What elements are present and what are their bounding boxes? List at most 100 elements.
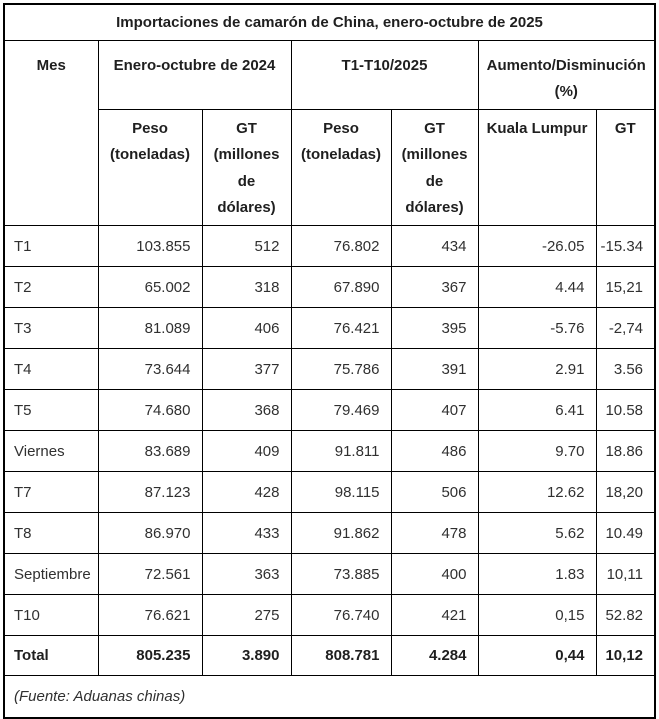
row-value: 76.421	[290, 307, 392, 349]
table-row: T10 76.621 275 76.740 421 0,15 52.82	[3, 594, 656, 636]
row-value: 103.855	[97, 225, 203, 267]
col-header-peso-2025: Peso (toneladas)	[290, 109, 392, 226]
row-label: T3	[3, 307, 99, 349]
row-value: 368	[201, 389, 292, 431]
col-group-2024: Enero-octubre de 2024	[97, 39, 292, 110]
row-value: 486	[390, 430, 479, 472]
table-row: T5 74.680 368 79.469 407 6.41 10.58	[3, 389, 656, 431]
row-value: 12.62	[477, 471, 597, 513]
total-value: 10,12	[595, 635, 656, 676]
row-label: Viernes	[3, 430, 99, 472]
row-value: 2.91	[477, 348, 597, 390]
row-value: 6.41	[477, 389, 597, 431]
total-value: 4.284	[390, 635, 479, 676]
row-value: 0,15	[477, 594, 597, 636]
total-value: 808.781	[290, 635, 392, 676]
row-label: T7	[3, 471, 99, 513]
row-value: 318	[201, 266, 292, 308]
row-value: 1.83	[477, 553, 597, 595]
row-value: 83.689	[97, 430, 203, 472]
table-row: T7 87.123 428 98.115 506 12.62 18,20	[3, 471, 656, 513]
total-row: Total 805.235 3.890 808.781 4.284 0,44 1…	[3, 635, 656, 676]
header-sub-row: Peso (toneladas) GT (millones de dólares…	[4, 109, 656, 226]
source-note: (Fuente: Aduanas chinas)	[3, 675, 656, 718]
row-value: 87.123	[97, 471, 203, 513]
row-value: 367	[390, 266, 479, 308]
source-row: (Fuente: Aduanas chinas)	[3, 675, 656, 718]
row-value: 65.002	[97, 266, 203, 308]
row-value: 98.115	[290, 471, 392, 513]
row-value: 10.58	[595, 389, 656, 431]
row-value: 478	[390, 512, 479, 554]
row-label: T8	[3, 512, 99, 554]
row-value: 506	[390, 471, 479, 513]
title-row: Importaciones de camarón de China, enero…	[3, 3, 656, 41]
row-value: -26.05	[477, 225, 597, 267]
row-value: 67.890	[290, 266, 392, 308]
row-value: 377	[201, 348, 292, 390]
row-value: 86.970	[97, 512, 203, 554]
table-row: T3 81.089 406 76.421 395 -5.76 -2,74	[3, 307, 656, 349]
col-header-kuala-lumpur: Kuala Lumpur	[477, 109, 597, 226]
table-title: Importaciones de camarón de China, enero…	[3, 3, 656, 41]
table-row: T4 73.644 377 75.786 391 2.91 3.56	[3, 348, 656, 390]
row-value: 18,20	[595, 471, 656, 513]
row-value: 10.49	[595, 512, 656, 554]
header-group-row: Mes Enero-octubre de 2024 T1-T10/2025 Au…	[3, 39, 656, 226]
row-value: 428	[201, 471, 292, 513]
table-row: Septiembre 72.561 363 73.885 400 1.83 10…	[3, 553, 656, 595]
row-value: 391	[390, 348, 479, 390]
row-value: 434	[390, 225, 479, 267]
row-value: 73.644	[97, 348, 203, 390]
row-value: 3.56	[595, 348, 656, 390]
row-value: 407	[390, 389, 479, 431]
total-label: Total	[3, 635, 99, 676]
row-value: 52.82	[595, 594, 656, 636]
row-value: 363	[201, 553, 292, 595]
row-value: 400	[390, 553, 479, 595]
row-label: Septiembre	[3, 553, 99, 595]
row-value: 421	[390, 594, 479, 636]
row-value: 5.62	[477, 512, 597, 554]
row-value: 275	[201, 594, 292, 636]
row-value: 15,21	[595, 266, 656, 308]
table-body: T1 103.855 512 76.802 434 -26.05 -15.34 …	[3, 225, 656, 636]
row-value: 91.862	[290, 512, 392, 554]
row-value: -5.76	[477, 307, 597, 349]
row-label: T2	[3, 266, 99, 308]
row-value: 4.44	[477, 266, 597, 308]
table-row: T2 65.002 318 67.890 367 4.44 15,21	[3, 266, 656, 308]
row-value: 75.786	[290, 348, 392, 390]
row-value: 91.811	[290, 430, 392, 472]
row-label: T10	[3, 594, 99, 636]
col-header-peso-2024: Peso (toneladas)	[97, 109, 203, 226]
row-value: 74.680	[97, 389, 203, 431]
row-label: T4	[3, 348, 99, 390]
row-value: 10,11	[595, 553, 656, 595]
col-header-gt-2025: GT (millones de dólares)	[390, 109, 479, 226]
table-row: T8 86.970 433 91.862 478 5.62 10.49	[3, 512, 656, 554]
row-value: 73.885	[290, 553, 392, 595]
row-value: 76.802	[290, 225, 392, 267]
col-group-2025: T1-T10/2025	[290, 39, 479, 110]
row-label: T5	[3, 389, 99, 431]
row-value: -15.34	[595, 225, 656, 267]
row-value: -2,74	[595, 307, 656, 349]
row-value: 79.469	[290, 389, 392, 431]
col-group-change: Aumento/Disminución (%)	[477, 39, 656, 110]
row-value: 395	[390, 307, 479, 349]
row-value: 406	[201, 307, 292, 349]
col-header-gt-change: GT	[595, 109, 656, 226]
row-value: 512	[201, 225, 292, 267]
imports-table: Importaciones de camarón de China, enero…	[3, 3, 657, 719]
row-value: 18.86	[595, 430, 656, 472]
row-value: 9.70	[477, 430, 597, 472]
total-value: 0,44	[477, 635, 597, 676]
row-value: 76.621	[97, 594, 203, 636]
total-value: 3.890	[201, 635, 292, 676]
row-value: 72.561	[97, 553, 203, 595]
row-value: 81.089	[97, 307, 203, 349]
row-label: T1	[3, 225, 99, 267]
col-header-gt-2024: GT (millones de dólares)	[201, 109, 292, 226]
table-row: Viernes 83.689 409 91.811 486 9.70 18.86	[3, 430, 656, 472]
